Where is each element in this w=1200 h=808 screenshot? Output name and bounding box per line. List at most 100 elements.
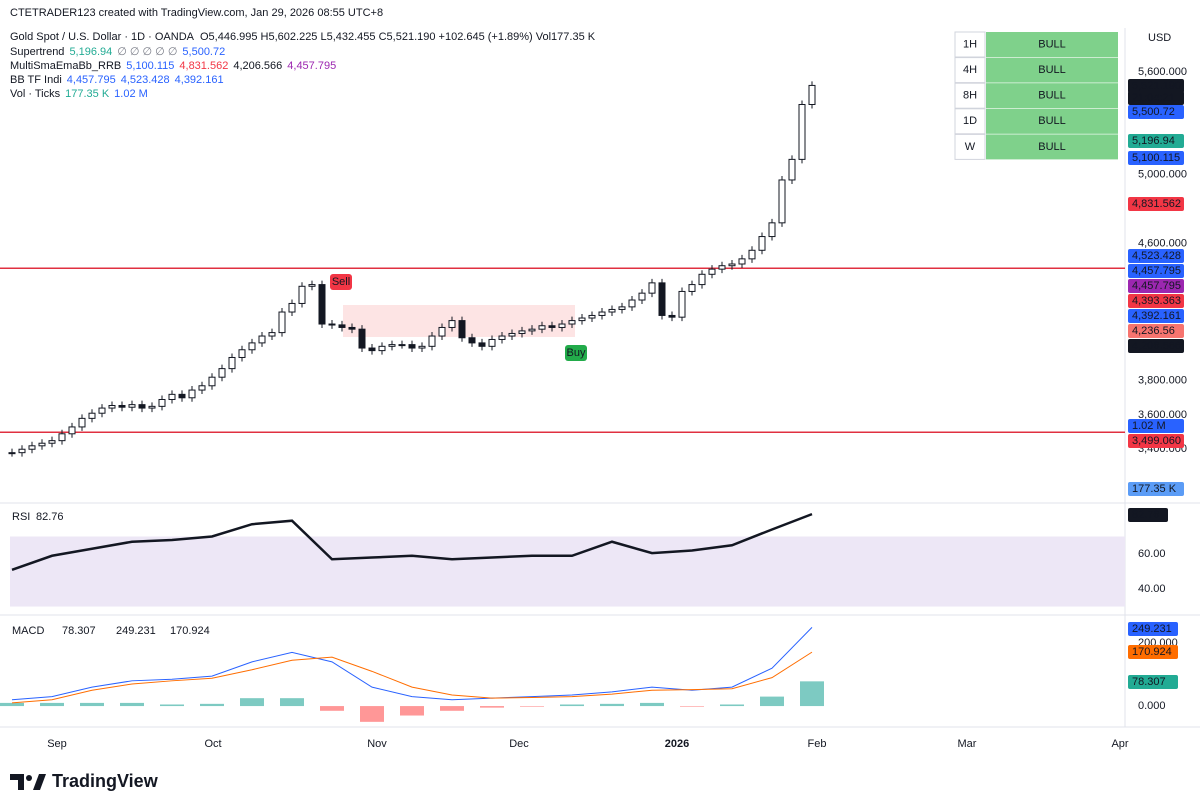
- candle: [718, 265, 726, 270]
- candle: [148, 405, 156, 409]
- candle: [728, 263, 736, 267]
- candle: [658, 282, 666, 316]
- macd-histogram-bar: [400, 706, 424, 716]
- macd-histogram-bar: [0, 702, 24, 707]
- candle: [58, 433, 66, 442]
- candle: [518, 330, 526, 334]
- indicator-value: 177.35 K: [65, 88, 110, 100]
- price-badge: [1128, 419, 1184, 433]
- price-badge: [1128, 434, 1184, 448]
- candle: [78, 417, 86, 428]
- x-tick-label: Oct: [204, 738, 221, 750]
- indicator-name: Vol · Ticks: [10, 88, 61, 100]
- macd-histogram-bar: [120, 702, 144, 707]
- indicator-value: ∅ ∅ ∅ ∅ ∅: [117, 46, 177, 58]
- candle: [798, 103, 806, 160]
- candle: [288, 302, 296, 313]
- candle: [198, 385, 206, 391]
- indicator-legend: Vol · Ticks 177.35 K 1.02 M: [10, 88, 148, 100]
- macd-histogram-bar: [720, 704, 744, 707]
- indicator-legend: Supertrend 5,196.94 ∅ ∅ ∅ ∅ ∅ 5,500.72: [10, 46, 225, 58]
- currency: USD: [1148, 32, 1171, 44]
- candle: [128, 404, 136, 408]
- indicator-value: 5,196.94: [69, 46, 112, 58]
- candle: [578, 317, 586, 322]
- candle: [588, 314, 596, 319]
- price-badge: [1128, 151, 1184, 165]
- tf-label: 4H: [963, 64, 977, 76]
- macd-histogram-bar: [760, 696, 784, 707]
- macd-histogram-bar: [520, 706, 544, 707]
- price-badge-label: 4,206.566: [1132, 340, 1181, 352]
- macd-histogram-bar: [200, 703, 224, 707]
- price-badge-label: 4,831.562: [1132, 198, 1181, 210]
- candle: [488, 338, 496, 347]
- price-badge: [1128, 249, 1184, 263]
- signal-line: [11, 651, 813, 704]
- macd-line: [11, 627, 813, 701]
- macd-histogram-bar: [680, 706, 704, 707]
- macd-legend-value: 170.924: [170, 625, 210, 637]
- buy-marker: [565, 345, 587, 361]
- candle: [238, 349, 246, 358]
- x-tick-label: Feb: [808, 738, 827, 750]
- sell-label: Sell: [332, 276, 350, 288]
- price-badge: [1128, 279, 1184, 293]
- price-badge-label: 4,393.363: [1132, 295, 1181, 307]
- rsi-value: 82.76: [36, 511, 64, 523]
- candle: [298, 285, 306, 304]
- candle: [668, 314, 676, 318]
- price-badge: [1128, 482, 1184, 496]
- candle: [28, 445, 36, 450]
- candle: [208, 376, 216, 387]
- candle: [608, 308, 616, 313]
- tf-cell: [954, 31, 986, 58]
- symbol: Gold Spot / U.S. Dollar · 1D · OANDA: [10, 31, 195, 43]
- logo-dot: [26, 775, 32, 781]
- macd-histogram-bar: [360, 706, 384, 722]
- macd-histogram-bar: [320, 706, 344, 711]
- x-tick-label: Dec: [509, 738, 529, 750]
- price-badge-label: 21:04:21: [1132, 92, 1175, 104]
- candle: [328, 323, 336, 326]
- tf-signal: BULL: [1038, 38, 1066, 50]
- candle: [468, 337, 476, 344]
- macd-histogram-bar: [560, 704, 584, 707]
- candle: [778, 179, 786, 224]
- x-tick-label: Mar: [958, 738, 977, 750]
- indicator-value: 1.02 M: [114, 88, 148, 100]
- candle: [628, 299, 636, 308]
- macd-histogram-bar: [240, 698, 264, 707]
- tf-signal: BULL: [1038, 90, 1066, 102]
- macd-badge: [1128, 622, 1178, 636]
- candle: [308, 284, 316, 287]
- candle: [758, 236, 766, 251]
- candle: [168, 393, 176, 400]
- price-badge-label: 5,100.115: [1132, 152, 1180, 164]
- indicator-value: 4,206.566: [233, 60, 282, 72]
- price-tick-label: 5,600.000: [1138, 66, 1187, 78]
- price-badge-label: 5,500.72: [1132, 106, 1175, 118]
- macd-title: MACD: [12, 625, 44, 637]
- candle: [178, 393, 186, 399]
- candle: [538, 325, 546, 330]
- rsi-title: RSI: [12, 511, 30, 523]
- candle: [438, 326, 446, 337]
- macd-legend-value: 249.231: [116, 625, 156, 637]
- price-tick-label: 5,000.000: [1138, 169, 1187, 181]
- candle: [358, 328, 366, 349]
- candle: [738, 258, 746, 265]
- candle: [638, 292, 646, 301]
- x-tick-label: Nov: [367, 738, 387, 750]
- macd-badge: [1128, 675, 1178, 689]
- price-badge-label: 5,521.190: [1132, 80, 1181, 92]
- indicator-legend: BB TF Indi 4,457.795 4,523.428 4,392.161: [10, 74, 224, 86]
- tf-label: 1H: [963, 38, 977, 50]
- candle: [378, 345, 386, 352]
- candle: [648, 282, 656, 294]
- macd-histogram-bar: [280, 698, 304, 707]
- price-badge: [1128, 264, 1184, 278]
- tf-label: 8H: [963, 90, 977, 102]
- price-badge-label: 4,457.795: [1132, 265, 1181, 277]
